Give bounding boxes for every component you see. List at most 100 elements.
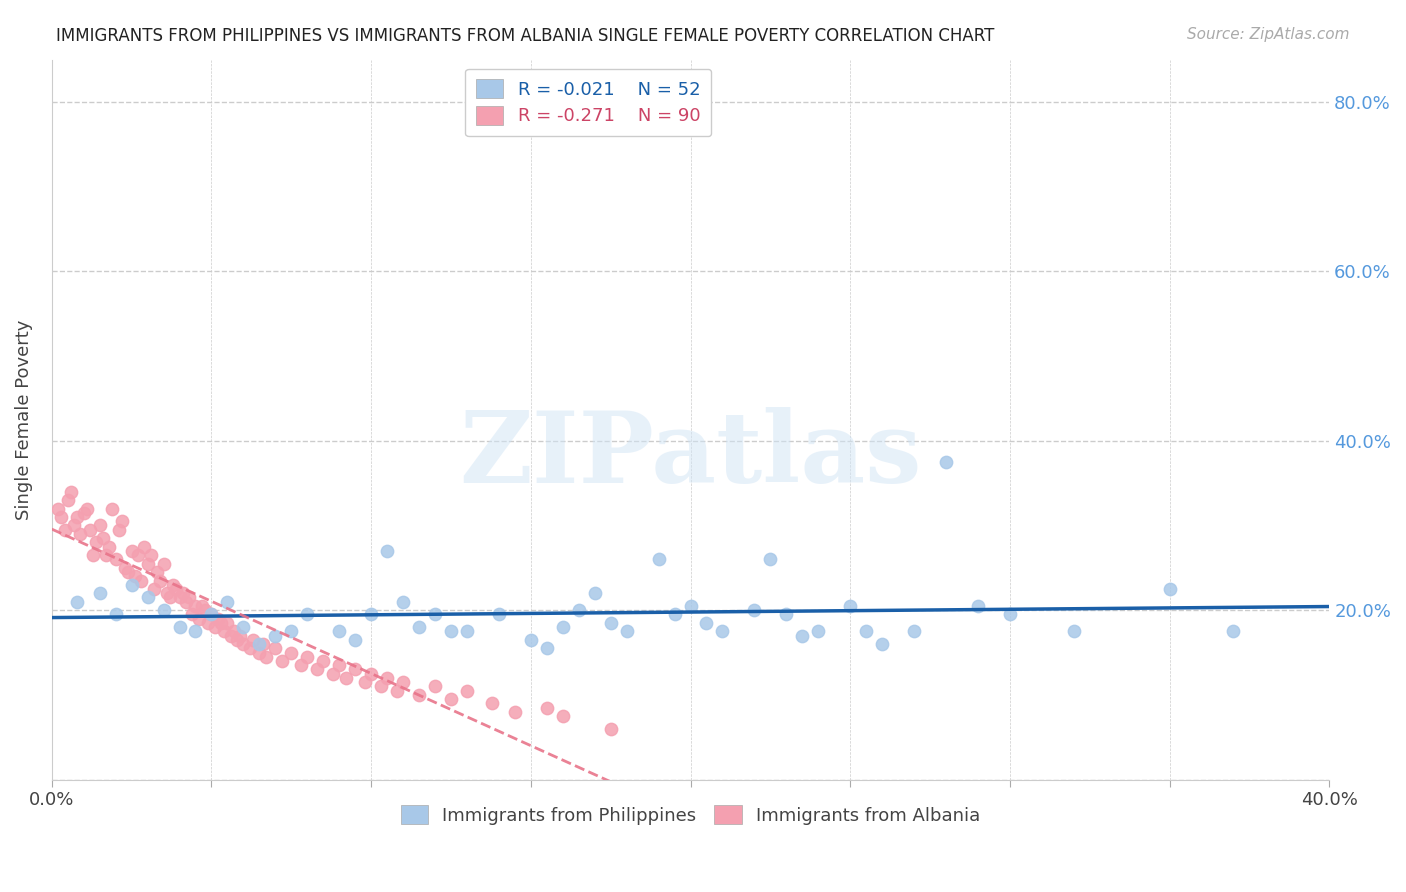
Point — [101, 501, 124, 516]
Point — [174, 595, 197, 609]
Point — [104, 607, 127, 622]
Point — [305, 663, 328, 677]
Point — [335, 671, 357, 685]
Point — [503, 705, 526, 719]
Point — [481, 697, 503, 711]
Point — [136, 557, 159, 571]
Point — [247, 637, 270, 651]
Point — [759, 552, 782, 566]
Point — [66, 510, 89, 524]
Point — [1063, 624, 1085, 639]
Point — [583, 586, 606, 600]
Point — [536, 641, 558, 656]
Point — [194, 603, 217, 617]
Point — [142, 582, 165, 596]
Point — [360, 607, 382, 622]
Point — [187, 612, 209, 626]
Point — [488, 607, 510, 622]
Point — [280, 624, 302, 639]
Point — [114, 561, 136, 575]
Point — [104, 552, 127, 566]
Point — [870, 637, 893, 651]
Point — [385, 683, 408, 698]
Point — [76, 501, 98, 516]
Point — [322, 666, 344, 681]
Point — [217, 595, 239, 609]
Point — [695, 615, 717, 630]
Point — [264, 641, 287, 656]
Point — [536, 700, 558, 714]
Point — [775, 607, 797, 622]
Point — [212, 624, 235, 639]
Point — [89, 518, 111, 533]
Point — [207, 612, 229, 626]
Legend: Immigrants from Philippines, Immigrants from Albania: Immigrants from Philippines, Immigrants … — [389, 795, 991, 836]
Point — [91, 531, 114, 545]
Point — [254, 649, 277, 664]
Point — [839, 599, 862, 613]
Point — [46, 501, 69, 516]
Point — [807, 624, 830, 639]
Point — [998, 607, 1021, 622]
Point — [217, 615, 239, 630]
Point — [1222, 624, 1244, 639]
Point — [127, 548, 149, 562]
Point — [408, 688, 430, 702]
Point — [94, 548, 117, 562]
Point — [375, 671, 398, 685]
Point — [967, 599, 990, 613]
Point — [392, 595, 415, 609]
Point — [184, 599, 207, 613]
Point — [149, 574, 172, 588]
Point — [551, 709, 574, 723]
Point — [392, 675, 415, 690]
Point — [1159, 582, 1181, 596]
Point — [152, 603, 174, 617]
Point — [360, 666, 382, 681]
Point — [344, 632, 367, 647]
Point — [328, 658, 350, 673]
Point — [551, 620, 574, 634]
Point — [370, 680, 392, 694]
Point — [82, 548, 104, 562]
Point — [353, 675, 375, 690]
Point — [903, 624, 925, 639]
Point — [172, 586, 194, 600]
Point — [280, 646, 302, 660]
Point — [209, 615, 232, 630]
Point — [200, 607, 222, 622]
Point — [121, 578, 143, 592]
Point — [184, 624, 207, 639]
Point — [53, 523, 76, 537]
Point — [242, 632, 264, 647]
Point — [169, 620, 191, 634]
Point — [146, 565, 169, 579]
Point — [197, 615, 219, 630]
Point — [200, 607, 222, 622]
Point — [169, 591, 191, 605]
Text: ZIPatlas: ZIPatlas — [460, 407, 922, 504]
Point — [616, 624, 638, 639]
Point — [456, 683, 478, 698]
Point — [290, 658, 312, 673]
Point — [121, 544, 143, 558]
Point — [247, 646, 270, 660]
Point — [239, 641, 262, 656]
Point — [935, 455, 957, 469]
Point — [191, 599, 214, 613]
Point — [181, 607, 204, 622]
Point — [408, 620, 430, 634]
Point — [177, 591, 200, 605]
Point — [73, 506, 96, 520]
Point — [51, 510, 73, 524]
Point — [312, 654, 335, 668]
Point — [219, 629, 242, 643]
Point — [139, 548, 162, 562]
Point — [129, 574, 152, 588]
Point — [679, 599, 702, 613]
Point — [568, 603, 591, 617]
Point — [134, 540, 156, 554]
Point — [252, 637, 274, 651]
Point — [162, 578, 184, 592]
Text: IMMIGRANTS FROM PHILIPPINES VS IMMIGRANTS FROM ALBANIA SINGLE FEMALE POVERTY COR: IMMIGRANTS FROM PHILIPPINES VS IMMIGRANT… — [56, 27, 994, 45]
